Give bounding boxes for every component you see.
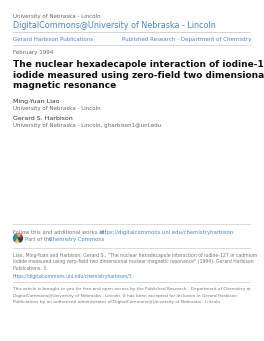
- Text: Gerard Harbison Publications: Gerard Harbison Publications: [13, 37, 93, 42]
- Text: Gerard S. Harbison: Gerard S. Harbison: [13, 116, 73, 121]
- Wedge shape: [18, 234, 22, 238]
- Text: Part of the: Part of the: [25, 237, 54, 242]
- Text: Liao, Ming-Yuan and Harbison, Gerard S., "The nuclear hexadecapole interaction o: Liao, Ming-Yuan and Harbison, Gerard S.,…: [13, 253, 257, 258]
- Wedge shape: [16, 234, 20, 238]
- Wedge shape: [18, 238, 22, 242]
- Text: Publications. 3.: Publications. 3.: [13, 266, 48, 271]
- Text: Follow this and additional works at:: Follow this and additional works at:: [13, 230, 108, 235]
- Text: magnetic resonance: magnetic resonance: [13, 81, 116, 90]
- Text: https://digitalcommons.unl.edu/chemistryharbison/3: https://digitalcommons.unl.edu/chemistry…: [13, 274, 133, 279]
- Text: This article is brought to you for free and open access by the Published Researc: This article is brought to you for free …: [13, 287, 251, 291]
- Text: The nuclear hexadecapole interaction of iodine-127 in cadmium: The nuclear hexadecapole interaction of …: [13, 60, 264, 69]
- Text: University of Nebraska - Lincoln: University of Nebraska - Lincoln: [13, 14, 101, 19]
- Text: https://digitalcommons.unl.edu/chemistryharbison: https://digitalcommons.unl.edu/chemistry…: [100, 230, 234, 235]
- Text: University of Nebraska - Lincoln: University of Nebraska - Lincoln: [13, 106, 101, 111]
- Text: University of Nebraska - Lincoln, gharbison1@unl.edu: University of Nebraska - Lincoln, gharbi…: [13, 123, 161, 128]
- Wedge shape: [13, 238, 18, 242]
- Text: Published Research - Department of Chemistry: Published Research - Department of Chemi…: [122, 37, 251, 42]
- Text: February 1994: February 1994: [13, 50, 53, 55]
- Text: Ming-Yuan Liao: Ming-Yuan Liao: [13, 99, 60, 104]
- Text: DigitalCommons@University of Nebraska - Lincoln: DigitalCommons@University of Nebraska - …: [13, 21, 216, 30]
- Text: Chemistry Commons: Chemistry Commons: [49, 237, 104, 242]
- Text: Publications by an authorized administrator of DigitalCommons@University of Nebr: Publications by an authorized administra…: [13, 300, 221, 304]
- Wedge shape: [16, 238, 20, 242]
- Text: iodide measured using zero-field two dimensional nuclear magnetic resonance" (19: iodide measured using zero-field two dim…: [13, 260, 254, 265]
- Wedge shape: [13, 234, 18, 238]
- Text: DigitalCommons@University of Nebraska - Lincoln. It has been accepted for inclus: DigitalCommons@University of Nebraska - …: [13, 294, 237, 297]
- Text: iodide measured using zero-field two dimensional nuclear: iodide measured using zero-field two dim…: [13, 71, 264, 79]
